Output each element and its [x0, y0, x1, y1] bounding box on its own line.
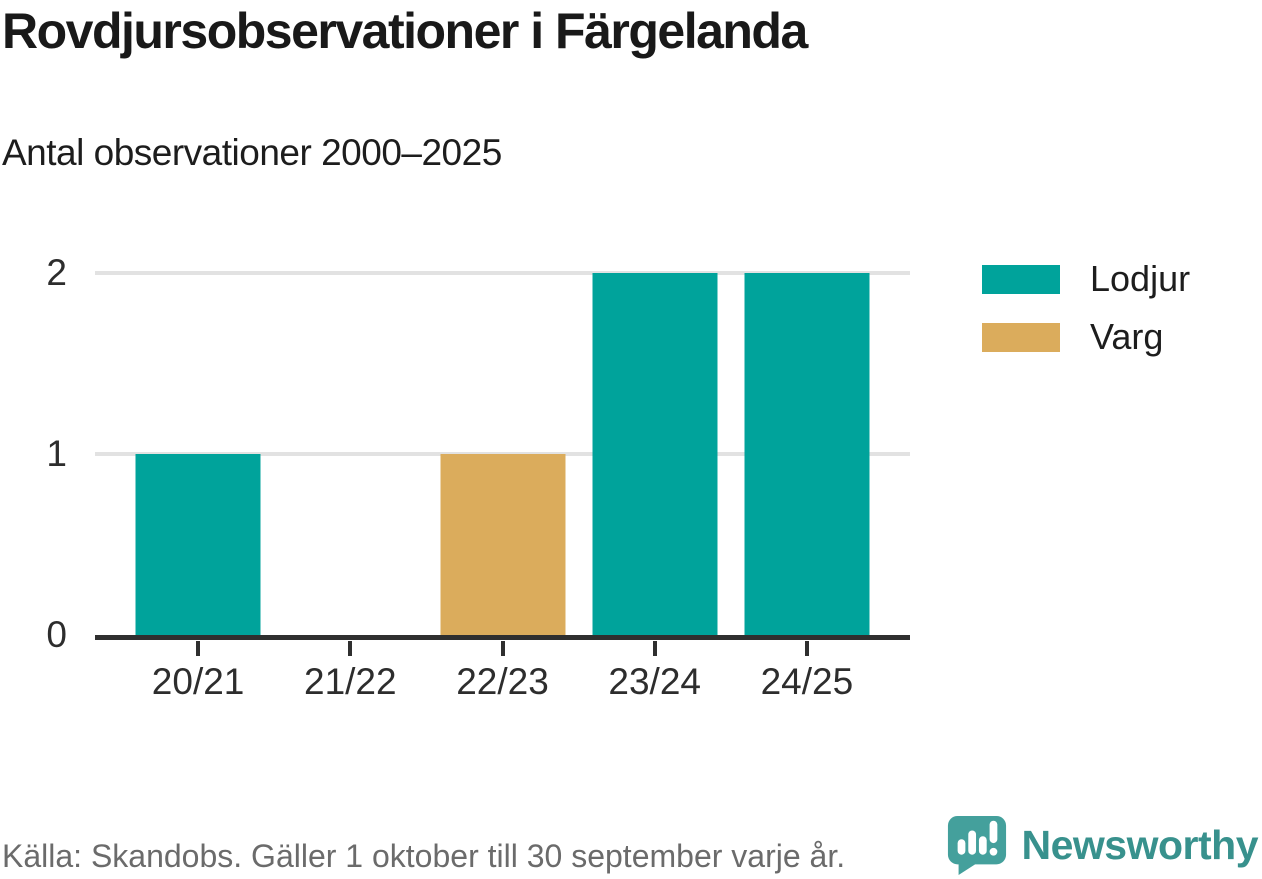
y-tick-label: 2 [46, 252, 67, 293]
y-tick-label: 1 [46, 433, 67, 474]
chart-subtitle: Antal observationer 2000–2025 [2, 132, 502, 173]
x-axis-tick [348, 641, 353, 656]
bar-slots: 20/21 21/22 22/23 23/24 24/25 [122, 273, 883, 702]
category-slot: 24/25 [731, 273, 883, 702]
category-slot: 21/22 [274, 273, 426, 702]
brand-lockup: Newsworthy [946, 814, 1259, 876]
legend: Lodjur Varg [982, 258, 1191, 357]
legend-item-lodjur: Lodjur [982, 258, 1191, 299]
brand-name: Newsworthy [1021, 821, 1259, 868]
x-tick-label: 20/21 [151, 661, 245, 702]
x-tick-label: 21/22 [304, 661, 397, 702]
bar-lodjur-24/25 [744, 273, 870, 635]
gridline [95, 271, 910, 275]
category-slot: 23/24 [579, 273, 731, 702]
x-axis-line [95, 635, 910, 640]
legend-label: Varg [1090, 316, 1164, 357]
chart-title: Rovdjursobservationer i Färgelanda [2, 3, 808, 59]
legend-swatch [982, 264, 1060, 294]
plot-area: 20/21 21/22 22/23 23/24 24/25 [95, 271, 910, 702]
newsworthy-logo-icon [947, 815, 1006, 876]
legend-item-varg: Varg [982, 316, 1190, 357]
y-tick-label: 0 [46, 614, 67, 655]
bar-lodjur-20/21 [135, 454, 261, 635]
bar-varg-22/23 [440, 454, 565, 635]
category-slot: 20/21 [122, 273, 274, 702]
legend-swatch [982, 322, 1060, 352]
x-axis-tick [500, 641, 505, 656]
bar-lodjur-23/24 [592, 273, 718, 635]
x-axis-tick [804, 641, 809, 656]
source-note: Källa: Skandobs. Gäller 1 oktober till 3… [2, 838, 846, 874]
x-tick-label: 24/25 [760, 661, 854, 702]
x-tick-label: 22/23 [456, 661, 549, 702]
category-slot: 22/23 [426, 273, 578, 702]
x-axis-tick [196, 641, 201, 656]
x-tick-label: 23/24 [608, 661, 701, 702]
legend-label: Lodjur [1090, 258, 1191, 299]
x-axis-tick [652, 641, 657, 656]
